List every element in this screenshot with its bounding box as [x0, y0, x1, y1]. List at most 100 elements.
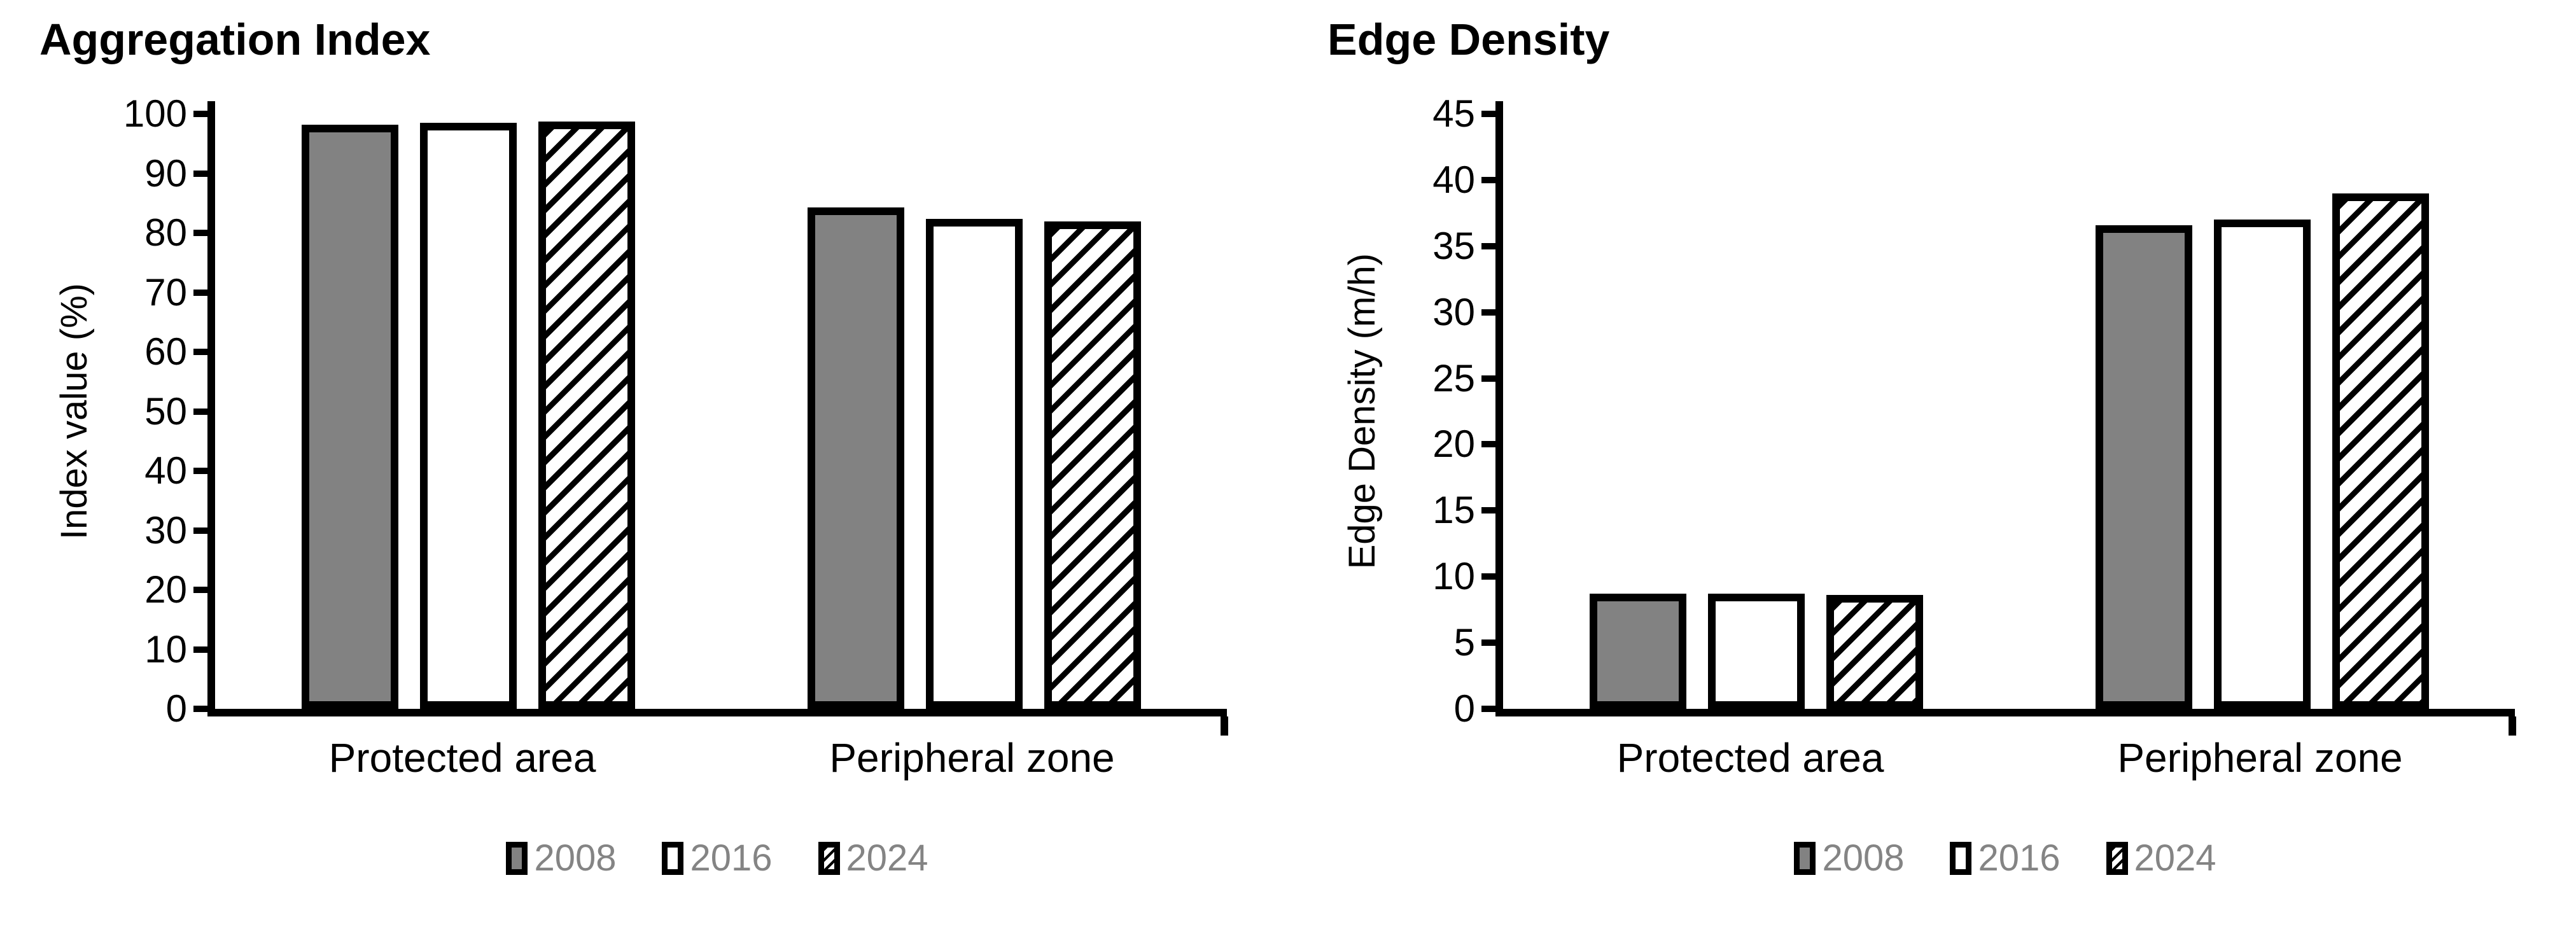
legend-label: 2008	[534, 837, 617, 879]
y-tick-mark	[1481, 639, 1495, 646]
category-label-protected-area: Protected area	[1616, 735, 1884, 781]
chart-title: Edge Density	[1327, 15, 1610, 64]
legend: 2008 2016 2024	[207, 840, 1227, 877]
bar-2016-protected-area	[419, 123, 517, 709]
legend-swatch-white-icon	[1950, 842, 1972, 875]
category-label-peripheral-zone: Peripheral zone	[829, 735, 1115, 781]
legend-item-2008: 2008	[1794, 840, 1904, 877]
y-tick-mark	[193, 587, 207, 593]
chart-row: Edge Density (m/h) 0 5 10 15 20 25 30 35 40 45 Pr…	[1324, 95, 2551, 877]
bar-2016-peripheral-zone	[925, 218, 1023, 709]
bar-2008-protected-area	[301, 124, 398, 709]
y-tick-label: 90	[144, 151, 187, 195]
legend-item-2016: 2016	[662, 837, 773, 879]
y-tick-label: 25	[1432, 356, 1475, 400]
y-tick-mark	[193, 111, 207, 117]
y-tick-label: 10	[1432, 555, 1475, 598]
bar-2024-peripheral-zone	[2332, 193, 2429, 709]
legend-label: 2016	[1978, 837, 2061, 879]
y-tick-label: 20	[1432, 423, 1475, 466]
bar-2024-peripheral-zone	[1044, 221, 1141, 709]
y-axis-label-column: Edge Density (m/h)	[1324, 114, 1400, 709]
category-label-protected-area: Protected area	[328, 735, 596, 781]
y-tick-label: 20	[144, 568, 187, 611]
chart-row: Index value (%) 0 10 20 30 40 50 60 70 80 90 100 P…	[36, 95, 1263, 877]
plot-column: 0 5 10 15 20 25 30 35 40 45 Protected area Periphe…	[1400, 95, 2551, 877]
y-tick-label: 70	[144, 270, 187, 314]
y-tick-mark	[193, 408, 207, 415]
legend-item-2024: 2024	[2106, 840, 2216, 877]
y-tick-label: 40	[144, 449, 187, 492]
y-tick-mark	[1481, 242, 1495, 249]
plot-area: 0 5 10 15 20 25 30 35 40 45	[1432, 95, 2516, 736]
y-tick-mark	[193, 349, 207, 355]
y-tick-mark	[1481, 441, 1495, 448]
y-tick-label: 50	[144, 389, 187, 433]
y-tick-label: 40	[1432, 158, 1475, 201]
y-tick-mark	[1481, 706, 1495, 712]
y-tick-mark	[193, 706, 207, 712]
legend-item-2016: 2016	[1950, 837, 2061, 879]
legend-item-2024: 2024	[818, 840, 928, 877]
y-tick-mark	[1481, 507, 1495, 514]
legend-item-2008: 2008	[506, 840, 616, 877]
legend: 2008 2016 2024	[1495, 840, 2515, 877]
y-axis-label: Index value (%)	[53, 283, 95, 540]
plot-area: 0 10 20 30 40 50 60 70 80 90 100	[123, 95, 1228, 736]
y-tick-label: 0	[165, 687, 187, 730]
y-tick-label: 80	[144, 211, 187, 254]
y-axis-label-column: Index value (%)	[36, 114, 112, 709]
chart-panel-edge-density: Edge Density Edge Density (m/h) 0 5 10 15 20…	[1288, 0, 2576, 936]
legend-label: 2016	[690, 837, 773, 879]
y-tick-mark	[193, 289, 207, 296]
y-tick-label: 15	[1432, 489, 1475, 532]
y-tick-mark	[193, 170, 207, 177]
y-tick-mark	[1481, 176, 1495, 183]
legend-swatch-gray-icon	[506, 842, 528, 875]
category-axis-labels: Protected area Peripheral zone	[1495, 734, 2515, 781]
y-tick-mark	[193, 468, 207, 474]
bar-2016-peripheral-zone	[2213, 220, 2311, 709]
y-axis-label: Edge Density (m/h)	[1341, 253, 1383, 569]
y-tick-label: 100	[123, 92, 187, 135]
y-tick-label: 0	[1453, 687, 1475, 730]
category-label-peripheral-zone: Peripheral zone	[2117, 735, 2403, 781]
y-tick-label: 35	[1432, 224, 1475, 267]
y-tick-mark	[1481, 309, 1495, 316]
y-tick-mark	[1481, 111, 1495, 117]
bar-group-protected-area	[1503, 114, 2009, 709]
y-tick-mark	[193, 646, 207, 653]
y-tick-label: 5	[1453, 621, 1475, 664]
bar-group-peripheral-zone	[2009, 114, 2515, 709]
y-tick-label: 10	[144, 627, 187, 671]
y-axis-top-cap	[1495, 101, 1503, 114]
bar-2024-protected-area	[1826, 595, 1923, 709]
y-tick-label: 30	[144, 508, 187, 552]
bar-group-peripheral-zone	[721, 114, 1227, 709]
chart-panel-aggregation-index: Aggregation Index Index value (%) 0 10 20 3…	[36, 15, 1263, 877]
legend-label: 2024	[2134, 837, 2216, 879]
category-axis-labels: Protected area Peripheral zone	[207, 734, 1227, 781]
legend-swatch-hatch-icon	[2106, 842, 2128, 875]
y-tick-mark	[1481, 375, 1495, 382]
y-tick-label: 60	[144, 330, 187, 373]
bar-2024-protected-area	[538, 122, 635, 709]
bar-2008-peripheral-zone	[807, 207, 904, 709]
y-tick-mark	[193, 527, 207, 534]
legend-swatch-white-icon	[662, 842, 684, 875]
y-tick-mark	[1481, 573, 1495, 580]
legend-label: 2008	[1822, 837, 1905, 879]
legend-swatch-gray-icon	[1794, 842, 1816, 875]
legend-label: 2024	[846, 837, 928, 879]
y-axis-top-cap	[207, 101, 215, 114]
y-tick-label: 30	[1432, 290, 1475, 333]
y-tick-label: 45	[1432, 92, 1475, 135]
bar-group-protected-area	[215, 114, 721, 709]
x-axis-end-tick	[1221, 716, 1228, 736]
x-axis-end-tick	[2509, 716, 2516, 736]
plot-column: 0 10 20 30 40 50 60 70 80 90 100 Protected area Per…	[112, 95, 1263, 877]
y-tick-mark	[193, 230, 207, 236]
bar-2008-protected-area	[1589, 594, 1686, 709]
legend-swatch-hatch-icon	[818, 842, 840, 875]
